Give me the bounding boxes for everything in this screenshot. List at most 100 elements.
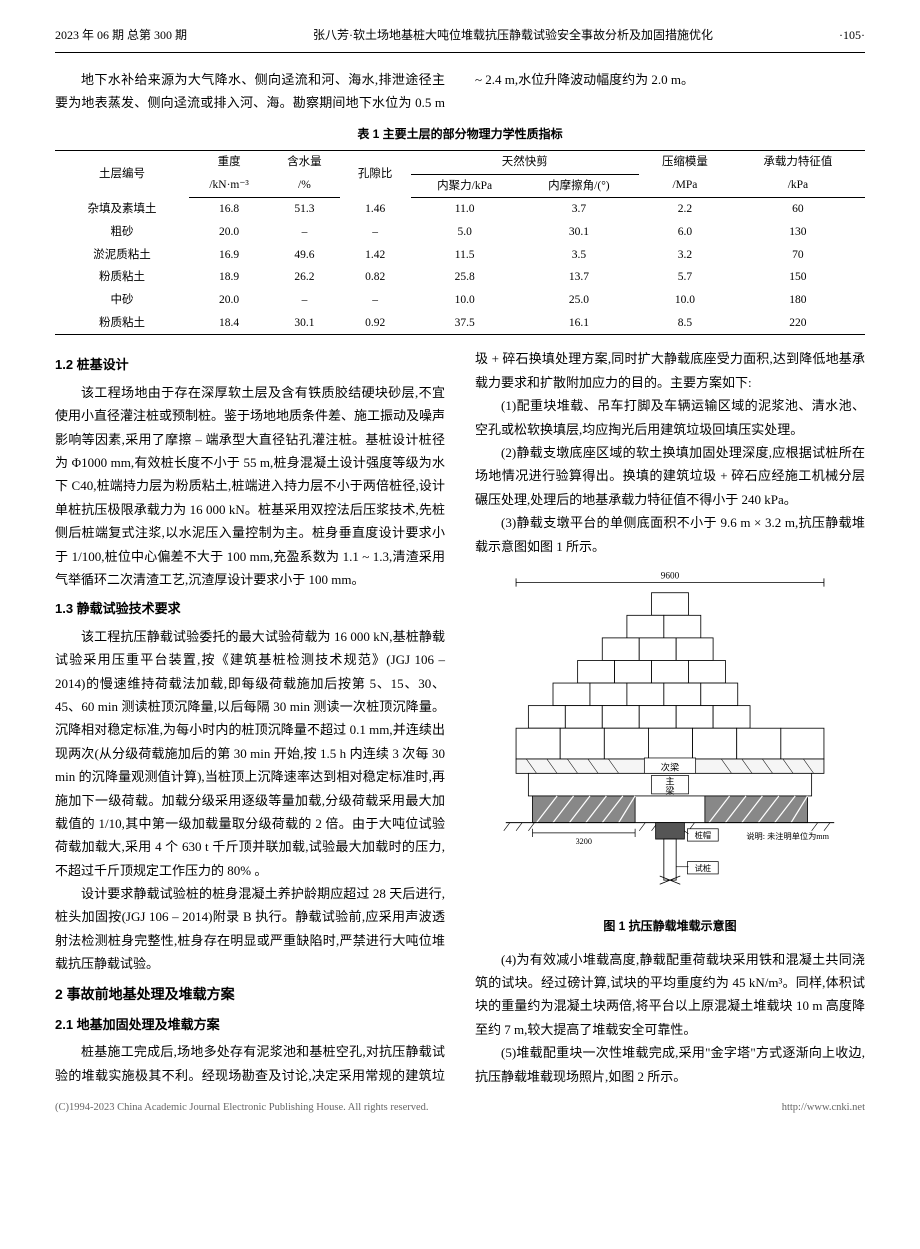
table-cell: 粗砂	[55, 221, 189, 244]
fig1-base-dim: 3200	[576, 837, 592, 846]
fig1-shizhuang: 试桩	[695, 863, 711, 873]
page-header: 2023 年 06 期 总第 300 期 张八芳·软土场地基桩大吨位堆载抗压静载…	[55, 0, 865, 53]
table-row: 中砂20.0––10.025.010.0180	[55, 289, 865, 312]
sec21-title: 2.1 地基加固处理及堆载方案	[55, 1013, 445, 1036]
fig1-zhuliang-2: 梁	[665, 785, 674, 796]
table-cell: 20.0	[189, 221, 269, 244]
table-cell: 49.6	[269, 244, 340, 267]
sec21-p5: (4)为有效减小堆载高度,静载配重荷载块采用铁和混凝土共同浇筑的试块。经过磅计算…	[475, 948, 865, 1042]
table-cell: 6.0	[639, 221, 731, 244]
table-cell: 3.2	[639, 244, 731, 267]
table-cell: 37.5	[411, 312, 519, 335]
fig1-zhuangmao: 桩帽	[695, 830, 711, 840]
table-cell: 60	[731, 198, 865, 221]
page-footer: (C)1994-2023 China Academic Journal Elec…	[0, 1099, 920, 1118]
table-cell: 16.9	[189, 244, 269, 267]
sec21-p6: (5)堆载配重块一次性堆载完成,采用"金字塔"方式逐渐向上收边,抗压静载堆载现场…	[475, 1041, 865, 1088]
body-columns: 1.2 桩基设计 该工程场地由于存在深厚软土层及含有铁质胶结硬块砂层,不宜使用小…	[55, 347, 865, 1088]
table-cell: 11.5	[411, 244, 519, 267]
table-cell: 13.7	[519, 266, 639, 289]
footer-right: http://www.cnki.net	[782, 1099, 865, 1118]
table-cell: 中砂	[55, 289, 189, 312]
table-cell: 10.0	[639, 289, 731, 312]
sec21-p3: (2)静载支墩底座区域的软土换填加固处理深度,应根据试桩所在场地情况进行验算得出…	[475, 441, 865, 511]
fig1-top-dim: 9600	[661, 570, 680, 580]
table-cell: 2.2	[639, 198, 731, 221]
table-cell: 180	[731, 289, 865, 312]
table-cell: 3.7	[519, 198, 639, 221]
table-cell: 26.2	[269, 266, 340, 289]
table-cell: 220	[731, 312, 865, 335]
table-cell: –	[340, 221, 411, 244]
table-cell: 18.4	[189, 312, 269, 335]
sec21-p2: (1)配重块堆载、吊车打脚及车辆运输区域的泥浆池、清水池、空孔或松软换填层,均应…	[475, 394, 865, 441]
table-row: 粉质粘土18.430.10.9237.516.18.5220	[55, 312, 865, 335]
th-water: 含水量	[269, 150, 340, 174]
table-cell: 30.1	[269, 312, 340, 335]
intro-block: 地下水补给来源为大气降水、侧向迳流和河、海水,排泄途径主要为地表蒸发、侧向迳流或…	[55, 68, 865, 115]
header-center: 张八芳·软土场地基桩大吨位堆载抗压静载试验安全事故分析及加固措施优化	[313, 25, 713, 47]
table-cell: 11.0	[411, 198, 519, 221]
th-compress-unit: /MPa	[639, 174, 731, 198]
table-row: 粗砂20.0––5.030.16.0130	[55, 221, 865, 244]
table-cell: 5.0	[411, 221, 519, 244]
table-cell: –	[269, 289, 340, 312]
table1-caption: 表 1 主要土层的部分物理力学性质指标	[55, 124, 865, 146]
table-cell: 3.5	[519, 244, 639, 267]
sec13-title: 1.3 静载试验技术要求	[55, 597, 445, 620]
table-cell: 5.7	[639, 266, 731, 289]
table-cell: 20.0	[189, 289, 269, 312]
table-cell: 18.9	[189, 266, 269, 289]
th-void: 孔隙比	[340, 150, 411, 197]
th-bearing-unit: /kPa	[731, 174, 865, 198]
sec13-p1: 该工程抗压静载试验委托的最大试验荷载为 16 000 kN,基桩静载试验采用压重…	[55, 625, 445, 882]
table-cell: 1.46	[340, 198, 411, 221]
table1: 土层编号 重度 含水量 孔隙比 天然快剪 压缩模量 承载力特征值 /kN·m⁻³…	[55, 150, 865, 336]
th-compress: 压缩模量	[639, 150, 731, 174]
sec2-title: 2 事故前地基处理及堆载方案	[55, 982, 445, 1007]
th-shear: 天然快剪	[411, 150, 640, 174]
header-left: 2023 年 06 期 总第 300 期	[55, 25, 187, 47]
sec12-title: 1.2 桩基设计	[55, 353, 445, 376]
fig1-caption: 图 1 抗压静载堆载示意图	[475, 916, 865, 938]
table-row: 粉质粘土18.926.20.8225.813.75.7150	[55, 266, 865, 289]
table-cell: 杂填及素填土	[55, 198, 189, 221]
figure-1-svg: 9600	[475, 564, 865, 903]
th-weight: 重度	[189, 150, 269, 174]
th-water-unit: /%	[269, 174, 340, 198]
table-cell: 1.42	[340, 244, 411, 267]
th-soil: 土层编号	[55, 150, 189, 197]
table-cell: –	[340, 289, 411, 312]
fig1-note: 说明: 未注明单位为mm	[746, 831, 829, 841]
sec13-p2: 设计要求静载试验桩的桩身混凝土养护龄期应超过 28 天后进行,桩头加固按(JGJ…	[55, 882, 445, 976]
table-cell: 51.3	[269, 198, 340, 221]
header-right: ·105·	[839, 25, 865, 47]
table-cell: 130	[731, 221, 865, 244]
th-friction: 内摩擦角/(°)	[519, 174, 639, 198]
table-cell: 0.82	[340, 266, 411, 289]
th-cohesion: 内聚力/kPa	[411, 174, 519, 198]
th-bearing: 承载力特征值	[731, 150, 865, 174]
th-weight-unit: /kN·m⁻³	[189, 174, 269, 198]
table-cell: 淤泥质粘土	[55, 244, 189, 267]
table-row: 杂填及素填土16.851.31.4611.03.72.260	[55, 198, 865, 221]
sec12-p1: 该工程场地由于存在深厚软土层及含有铁质胶结硬块砂层,不宜使用小直径灌注桩或预制桩…	[55, 381, 445, 592]
table-cell: 8.5	[639, 312, 731, 335]
table-cell: 0.92	[340, 312, 411, 335]
figure-1: 9600	[475, 564, 865, 938]
table-cell: 16.1	[519, 312, 639, 335]
table-row: 淤泥质粘土16.949.61.4211.53.53.270	[55, 244, 865, 267]
table-cell: 25.8	[411, 266, 519, 289]
table-cell: 10.0	[411, 289, 519, 312]
table-cell: 25.0	[519, 289, 639, 312]
fig1-ciliang: 次梁	[661, 761, 679, 772]
table-cell: 16.8	[189, 198, 269, 221]
table-cell: 粉质粘土	[55, 266, 189, 289]
table-cell: 70	[731, 244, 865, 267]
table-cell: –	[269, 221, 340, 244]
table-cell: 30.1	[519, 221, 639, 244]
footer-left: (C)1994-2023 China Academic Journal Elec…	[55, 1099, 429, 1118]
table-cell: 150	[731, 266, 865, 289]
sec21-p4: (3)静载支墩平台的单侧底面积不小于 9.6 m × 3.2 m,抗压静载堆载示…	[475, 511, 865, 558]
table-cell: 粉质粘土	[55, 312, 189, 335]
